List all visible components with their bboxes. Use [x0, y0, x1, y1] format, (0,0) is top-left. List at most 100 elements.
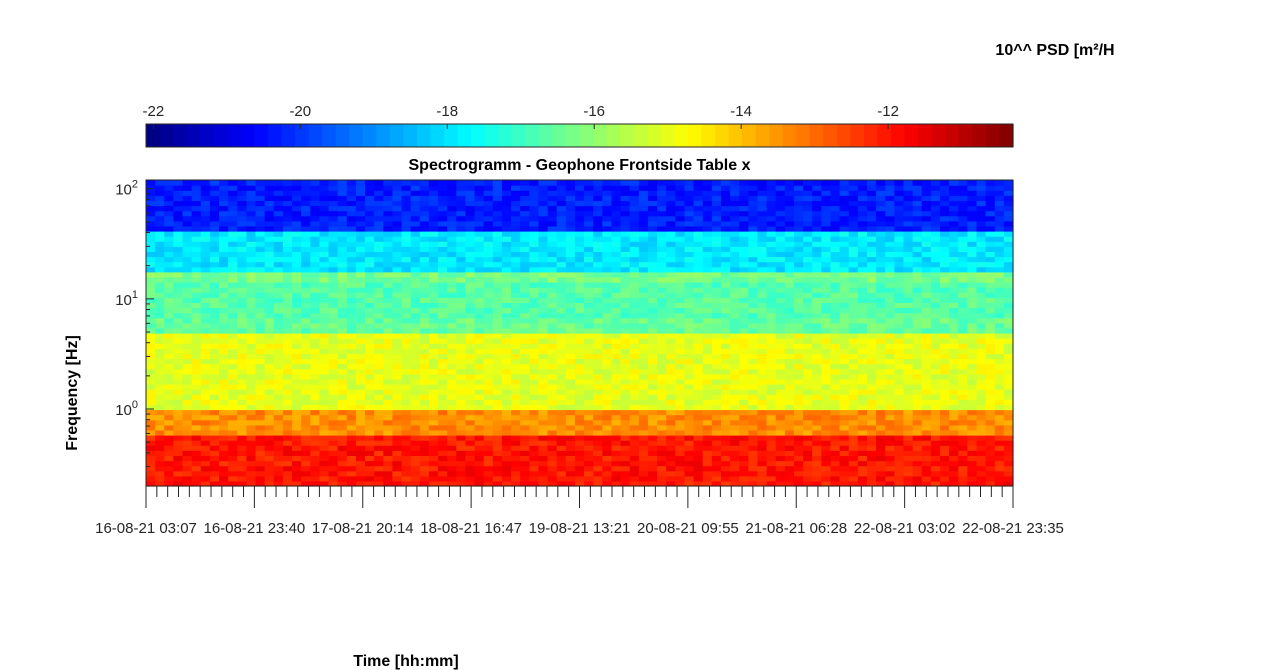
heatmap-cell [638, 450, 649, 456]
heatmap-cell [200, 266, 211, 273]
heatmap-cell [465, 440, 476, 446]
heatmap-cell [209, 282, 220, 288]
heatmap-cell [766, 225, 777, 232]
heatmap-cell [803, 353, 813, 360]
heatmap-cell [593, 419, 603, 426]
heatmap-cell [967, 282, 978, 288]
heatmap-cell [146, 241, 156, 247]
heatmap-cell [620, 358, 631, 365]
heatmap-cell [355, 399, 366, 405]
heatmap-cell [666, 409, 676, 416]
heatmap-cell [702, 343, 713, 349]
heatmap-cell [346, 322, 357, 329]
heatmap-cell [602, 424, 613, 431]
heatmap-cell [529, 465, 540, 472]
heatmap-cell [766, 409, 777, 416]
heatmap-cell [866, 302, 877, 309]
heatmap-cell [374, 429, 384, 436]
heatmap-cell [219, 373, 229, 380]
heatmap-cell [556, 317, 567, 324]
heatmap-cell [857, 435, 868, 441]
heatmap-cell [483, 424, 494, 431]
heatmap-cell [328, 435, 339, 441]
heatmap-cell [483, 312, 494, 319]
heatmap-cell [602, 256, 613, 263]
heatmap-cell [209, 251, 220, 258]
heatmap-cell [574, 241, 585, 247]
heatmap-cell [282, 231, 293, 237]
heatmap-cell [337, 302, 348, 309]
heatmap-cell [255, 343, 266, 349]
heatmap-cell [675, 460, 686, 467]
heatmap-cell [985, 251, 996, 258]
heatmap-cell [839, 322, 850, 329]
heatmap-cell [930, 256, 941, 263]
heatmap-cell [520, 327, 530, 334]
heatmap-cell [428, 455, 439, 462]
heatmap-cell [483, 414, 494, 421]
heatmap-cell [246, 348, 257, 354]
heatmap-cell [939, 358, 950, 365]
heatmap-cell [611, 246, 622, 252]
heatmap-cell [164, 266, 174, 273]
heatmap-cell [812, 225, 822, 232]
heatmap-cell [657, 353, 667, 360]
heatmap-cell [602, 465, 613, 472]
heatmap-cell [885, 389, 895, 395]
heatmap-cell [328, 358, 339, 365]
heatmap-cell [511, 450, 521, 456]
heatmap-cell [474, 312, 485, 319]
heatmap-cell [383, 251, 394, 258]
heatmap-cell [857, 297, 868, 303]
heatmap-cell [264, 327, 275, 334]
heatmap-cell [511, 363, 521, 370]
heatmap-cell [164, 292, 174, 298]
heatmap-cell [246, 317, 257, 324]
heatmap-cell [520, 435, 530, 441]
heatmap-cell [939, 261, 950, 268]
heatmap-cell [958, 266, 968, 273]
heatmap-cell [219, 470, 229, 477]
heatmap-cell [556, 312, 567, 319]
heatmap-cell [410, 450, 421, 456]
heatmap-cell [903, 348, 914, 354]
heatmap-cell [173, 287, 184, 293]
heatmap-cell [447, 399, 457, 405]
heatmap-cell [757, 220, 768, 227]
heatmap-cell [292, 327, 302, 334]
heatmap-cell [830, 368, 841, 375]
heatmap-cell [693, 429, 704, 436]
heatmap-cell [739, 322, 749, 329]
heatmap-cell [328, 225, 339, 232]
heatmap-cell [438, 246, 448, 252]
heatmap-cell [228, 363, 238, 370]
heatmap-cell [237, 343, 247, 349]
heatmap-cell [720, 225, 731, 232]
heatmap-cell [584, 348, 594, 354]
heatmap-cell [912, 236, 923, 242]
heatmap-cell [456, 338, 467, 344]
heatmap-cell [921, 368, 932, 375]
heatmap-cell [748, 480, 759, 487]
heatmap-cell [538, 225, 549, 232]
heatmap-cell [228, 256, 238, 263]
heatmap-cell [292, 409, 302, 416]
heatmap-cell [346, 378, 357, 385]
heatmap-cell [319, 450, 330, 456]
heatmap-cell [930, 317, 941, 324]
heatmap-cell [246, 424, 257, 431]
heatmap-cell [428, 287, 439, 293]
heatmap-cell [848, 358, 859, 365]
heatmap-cell [319, 220, 330, 227]
heatmap-cell [711, 358, 722, 365]
heatmap-cell [939, 465, 950, 472]
heatmap-cell [666, 368, 676, 375]
heatmap-cell [355, 465, 366, 472]
heatmap-cell [492, 409, 503, 416]
heatmap-cell [328, 445, 339, 451]
heatmap-cell [675, 343, 686, 349]
heatmap-cell [310, 231, 320, 237]
heatmap-cell [629, 409, 640, 416]
heatmap-cell [730, 399, 740, 405]
heatmap-cell [574, 470, 585, 477]
